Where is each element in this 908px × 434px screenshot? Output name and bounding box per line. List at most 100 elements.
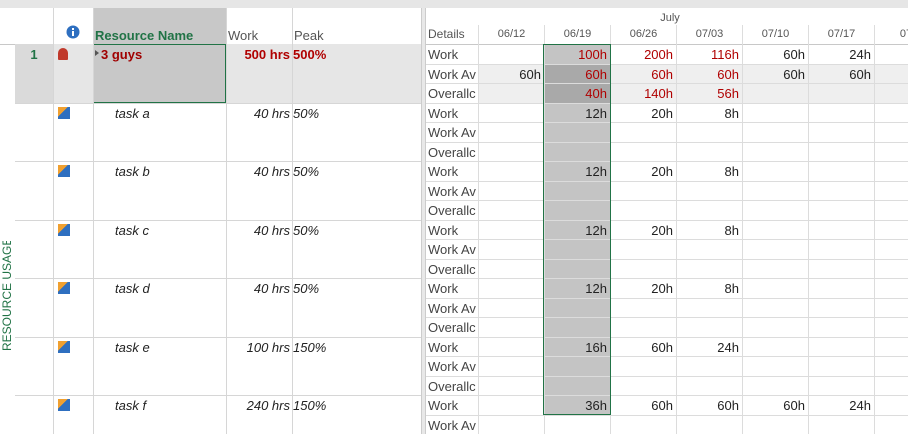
usage-value: 40h [585, 86, 607, 101]
detail-label: Overallc [428, 378, 476, 394]
usage-value: 60h [717, 398, 739, 413]
detail-line [426, 161, 908, 162]
task-icon [58, 399, 70, 411]
task-work: 40 hrs [253, 222, 290, 238]
row-separator [15, 336, 421, 338]
usage-value: 12h [585, 281, 607, 296]
row-separator [15, 102, 421, 104]
detail-label: Work [428, 105, 459, 121]
task-name: task d [115, 281, 150, 296]
detail-line [426, 122, 908, 123]
task-icon [58, 106, 70, 119]
detail-line [426, 63, 908, 65]
usage-value: 24h [717, 339, 739, 355]
detail-line [426, 258, 908, 260]
usage-value: 200h [644, 47, 673, 62]
task-name: task b [115, 164, 150, 179]
usage-value: 12h [585, 164, 607, 179]
column-header: Work [228, 28, 259, 43]
usage-value: 60h [783, 66, 805, 82]
view-label: RESOURCE USAGE [0, 241, 14, 351]
usage-value: 16h [585, 339, 607, 355]
collapse-marker [95, 50, 100, 56]
usage-value: 12h [585, 105, 607, 121]
date-header: 06/12 [478, 25, 544, 44]
top-strip [0, 0, 908, 8]
date-header: 06/19 [544, 25, 610, 44]
resource-name: 3 guys [101, 47, 143, 62]
detail-line [426, 278, 908, 279]
usage-value: 20h [651, 164, 673, 179]
column-header: Resource Name [95, 28, 194, 43]
row-separator [15, 395, 421, 396]
detail-line [426, 219, 908, 221]
usage-value: 60h [651, 398, 673, 413]
column-line [226, 8, 227, 434]
usage-value: 60h [585, 66, 607, 82]
usage-value: 60h [717, 66, 739, 82]
task-peak: 50% [293, 105, 320, 121]
date-header: 07/17 [808, 25, 874, 44]
detail-label: Work [428, 339, 459, 355]
detail-label: Overallc [428, 203, 476, 218]
usage-value: 100h [578, 47, 607, 62]
task-name: task a [115, 105, 150, 121]
header-line [0, 44, 908, 45]
detail-line [426, 414, 908, 416]
usage-value: 8h [724, 222, 739, 238]
detail-label: Work Av [428, 242, 476, 257]
detail-line [426, 395, 908, 396]
task-name: task e [115, 339, 150, 355]
detail-line [426, 317, 908, 318]
task-icon [58, 223, 70, 236]
usage-value: 20h [651, 105, 673, 121]
detail-line [426, 102, 908, 104]
row-separator [15, 278, 421, 279]
detail-label: Overallc [428, 144, 476, 160]
row-separator [15, 219, 421, 221]
column-line [53, 8, 54, 434]
task-peak: 50% [293, 222, 320, 238]
column-header: Peak [294, 28, 324, 43]
month-label: July [660, 12, 680, 24]
task-icon [58, 165, 70, 177]
resource-name-selected [93, 44, 226, 103]
usage-value: 12h [585, 222, 607, 238]
usage-value: 116h [711, 47, 739, 62]
detail-label: Overallc [428, 86, 476, 101]
detail-label: Work [428, 47, 459, 62]
date-column-line [808, 44, 809, 434]
detail-line [426, 336, 908, 338]
selected-column-border [543, 44, 611, 415]
usage-value: 60h [849, 66, 871, 82]
task-work: 100 hrs [246, 339, 290, 355]
usage-value: 20h [651, 281, 673, 296]
row-number: 1 [30, 47, 38, 62]
row-number-bg [15, 44, 53, 103]
resource-work: 500 hrs [244, 47, 290, 62]
usage-value: 60h [651, 66, 673, 82]
task-icon [58, 282, 70, 294]
detail-label: Work [428, 398, 459, 413]
usage-value: 8h [724, 105, 739, 121]
usage-value: 36h [585, 398, 607, 413]
detail-label: Work Av [428, 125, 476, 140]
detail-label: Overallc [428, 320, 476, 335]
details-header: Details [428, 27, 465, 41]
task-peak: 150% [293, 398, 327, 413]
date-column-line [478, 44, 479, 434]
detail-label: Work [428, 164, 459, 179]
resource-peak: 500% [293, 47, 327, 62]
date-header: 07/ [874, 25, 908, 44]
date-column-line [544, 44, 545, 434]
usage-value: 140h [644, 86, 673, 101]
task-work: 40 hrs [253, 281, 290, 296]
usage-value: 60h [519, 66, 541, 82]
date-header: 07/03 [676, 25, 742, 44]
date-column-line [874, 44, 875, 434]
detail-label: Work [428, 281, 459, 296]
splitter [421, 8, 426, 434]
detail-line [426, 356, 908, 357]
info-icon [66, 25, 80, 39]
task-peak: 150% [293, 339, 327, 355]
